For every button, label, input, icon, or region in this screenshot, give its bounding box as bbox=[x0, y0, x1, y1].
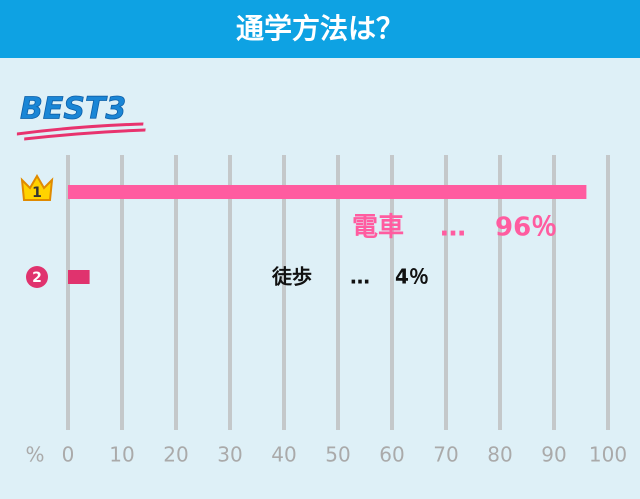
chart-title: 通学方法は？ bbox=[236, 12, 404, 45]
x-tick-label: 60 bbox=[379, 443, 404, 467]
rank-circle bbox=[26, 266, 48, 288]
x-tick-label: 50 bbox=[325, 443, 350, 467]
rank-label: 1 bbox=[32, 185, 42, 201]
x-tick-label: 90 bbox=[541, 443, 566, 467]
rank-label: 2 bbox=[32, 270, 42, 286]
separator: … bbox=[350, 265, 370, 289]
x-tick-label: 10 bbox=[109, 443, 134, 467]
x-tick-label: 40 bbox=[271, 443, 296, 467]
category-label: 徒歩 bbox=[271, 265, 312, 289]
x-tick-label: 70 bbox=[433, 443, 458, 467]
header bbox=[0, 0, 640, 58]
badge-underline bbox=[16, 122, 146, 141]
bar bbox=[68, 185, 587, 199]
badge: BEST3 bbox=[20, 92, 126, 127]
x-tick-label: 80 bbox=[487, 443, 512, 467]
crown-icon bbox=[20, 174, 54, 201]
category-label: 電車 bbox=[352, 213, 404, 243]
x-axis-label: % bbox=[25, 443, 44, 467]
x-tick-label: 20 bbox=[163, 443, 188, 467]
x-tick-label: 100 bbox=[589, 443, 627, 467]
bar bbox=[68, 270, 90, 284]
x-tick-label: 30 bbox=[217, 443, 242, 467]
separator: … bbox=[440, 213, 466, 243]
x-tick-label: 0 bbox=[62, 443, 75, 467]
value-label: 96％ bbox=[495, 213, 557, 243]
value-label: 4％ bbox=[395, 265, 429, 289]
